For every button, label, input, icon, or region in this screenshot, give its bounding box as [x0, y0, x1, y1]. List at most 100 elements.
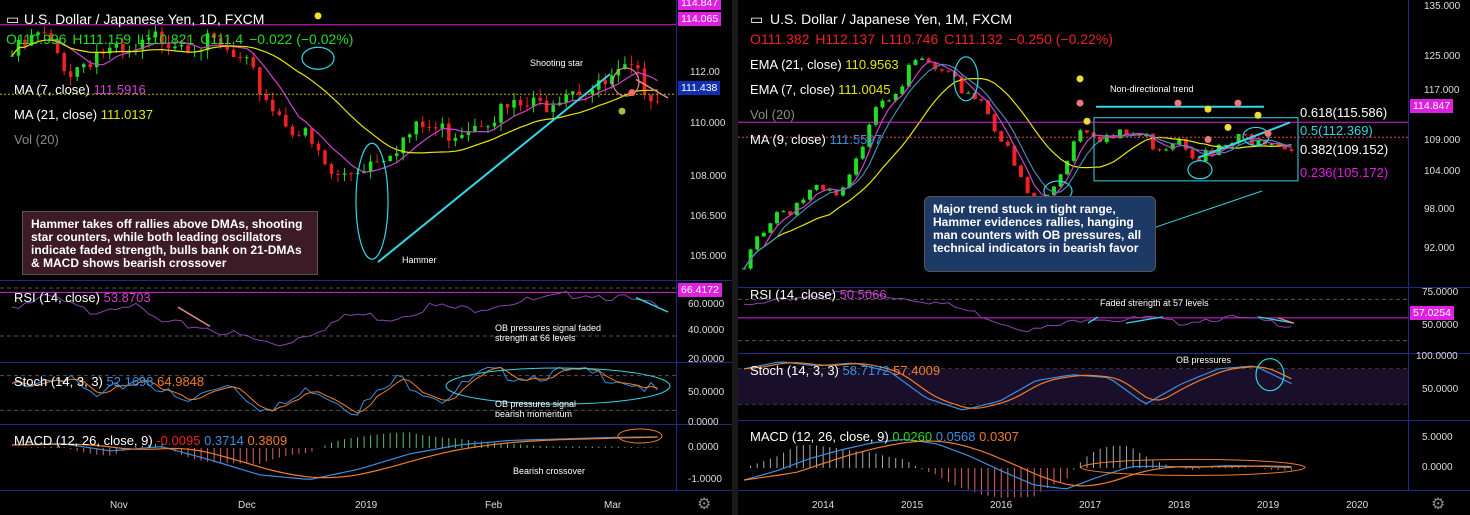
pane-divider [738, 287, 1470, 288]
daily-chart-canvas[interactable] [0, 0, 732, 515]
daily-candle-body [10, 55, 14, 57]
macd-label[interactable]: MACD (12, 26, close, 9) -0.0095 0.3714 0… [14, 433, 287, 449]
pattern-dot [314, 12, 322, 20]
collapse-icon[interactable]: ▭ [6, 11, 20, 27]
rsi-tick: 50.0000 [1422, 320, 1459, 331]
monthly-candle-body [972, 92, 977, 99]
daily-candle-body [577, 91, 581, 95]
monthly-candle-body [742, 268, 746, 270]
daily-candle-body [140, 39, 145, 50]
monthly-candle-body [926, 58, 931, 63]
daily-candle-body [629, 64, 634, 66]
pattern-dot [1083, 117, 1091, 125]
shooting-star-ellipse [612, 67, 640, 97]
daily-candle-body [453, 137, 458, 141]
rsi-tick: 20.0000 [688, 354, 725, 365]
macd-signal-value: 0.3809 [247, 433, 288, 448]
ema7-label[interactable]: EMA (7, close) 111.0045 [750, 82, 890, 98]
chart-panel-monthly[interactable]: ▭ U.S. Dollar / Japanese Yen, 1M, FXCM O… [738, 0, 1470, 515]
monthly-candle-body [986, 100, 991, 115]
daily-candle-body [466, 131, 471, 136]
stoch-label-text: Stoch (14, 3, 3) [750, 363, 839, 378]
volume-label[interactable]: Vol (20) [750, 107, 795, 122]
pattern-highlight-ellipse [953, 56, 979, 102]
monthly-candle-body [834, 189, 839, 196]
daily-candle-body [610, 75, 614, 85]
monthly-candle-body [1276, 144, 1281, 146]
daily-candle-body [238, 57, 242, 59]
ohlc-high: H111.159 [72, 31, 131, 47]
stoch-tick: 0.0000 [688, 417, 719, 428]
ema21-line [743, 77, 1292, 269]
rsi-label[interactable]: RSI (14, close) 50.5066 [750, 287, 887, 303]
stoch-tick: 50.0000 [1422, 384, 1459, 395]
monthly-candle-body [959, 76, 964, 94]
pattern-dot [1234, 99, 1242, 107]
ohlc-high: H112.137 [815, 31, 875, 47]
stoch-d-line [743, 362, 1292, 409]
monthly-candle-body [1223, 144, 1228, 146]
price-tag-current: 111.438 [678, 81, 721, 95]
ma9-label[interactable]: MA (9, close) 111.5597 [750, 132, 882, 148]
price-tick: 104.000 [1424, 166, 1461, 177]
trend-line [377, 73, 611, 263]
macd-tick: 5.0000 [1422, 432, 1453, 443]
macd-line [11, 436, 658, 480]
daily-candle-body [440, 123, 445, 129]
daily-candle-body [258, 67, 262, 94]
monthly-candle-body [1256, 140, 1261, 146]
daily-candle-body [401, 137, 405, 154]
daily-candle-body [297, 135, 301, 137]
ma21-value: 111.0137 [100, 107, 154, 122]
daily-candle-body [277, 111, 282, 115]
daily-candle-body [101, 52, 106, 54]
collapse-icon[interactable]: ▭ [750, 11, 764, 27]
analysis-callout[interactable]: Major trend stuck in tight range, Hammer… [924, 196, 1156, 272]
stoch-annotation-line: OB pressures signal [495, 399, 577, 409]
monthly-chart-canvas[interactable] [738, 0, 1470, 515]
daily-candle-body [329, 164, 334, 174]
rsi-label[interactable]: RSI (14, close) 53.8703 [14, 290, 151, 306]
daily-candle-body [108, 47, 112, 54]
settings-gear-icon[interactable]: ⚙ [697, 496, 712, 513]
ohlc-close: C111.132 [944, 31, 1003, 47]
daily-candle-body [218, 38, 223, 47]
macd-crossover-ellipse [617, 428, 663, 444]
daily-candle-body [49, 33, 53, 40]
macd-label[interactable]: MACD (12, 26, close, 9) 0.0260 0.0568 0.… [750, 429, 1019, 445]
monthly-candle-body [920, 58, 925, 60]
pattern-dot [618, 107, 626, 115]
monthly-candle-body [794, 202, 799, 215]
daily-candle-body [323, 150, 327, 165]
stoch-label[interactable]: Stoch (14, 3, 3) 52.1698 64.9848 [14, 374, 204, 390]
pattern-dot [1264, 129, 1272, 137]
monthly-candle-body [933, 62, 938, 70]
chart-panel-daily[interactable]: ▭ U.S. Dollar / Japanese Yen, 1D, FXCM O… [0, 0, 732, 515]
stoch-d-line [11, 367, 658, 414]
settings-gear-icon[interactable]: ⚙ [1431, 496, 1446, 513]
ma21-label[interactable]: MA (21, close) 111.0137 [14, 107, 153, 123]
ema21-value: 110.9563 [845, 57, 899, 72]
hammer-annotation: Hammer [402, 255, 437, 265]
monthly-candle-body [1005, 141, 1010, 146]
shooting-star-annotation: Shooting star [530, 58, 584, 68]
volume-label[interactable]: Vol (20) [14, 132, 59, 147]
daily-candle-body [531, 97, 536, 107]
stoch-label[interactable]: Stoch (14, 3, 3) 58.7172 57.4009 [750, 363, 940, 379]
macd-tick: -1.0000 [688, 474, 722, 485]
daily-candle-body [42, 32, 47, 34]
daily-candle-body [290, 126, 295, 136]
daily-candle-body [271, 99, 275, 112]
time-tick: 2018 [1168, 500, 1191, 511]
monthly-candle-body [1084, 130, 1089, 133]
analysis-callout[interactable]: Hammer takes off rallies above DMAs, sho… [22, 211, 318, 275]
pane-divider [0, 490, 732, 491]
daily-candle-body [36, 32, 40, 35]
ema21-label[interactable]: EMA (21, close) 110.9563 [750, 57, 899, 73]
ma7-label[interactable]: MA (7, close) 111.5916 [14, 82, 146, 98]
daily-candle-body [649, 94, 653, 102]
stoch-label-text: Stoch (14, 3, 3) [14, 374, 103, 389]
rsi-annotation: Faded strength at 57 levels [1100, 298, 1209, 308]
daily-candle-body [55, 39, 60, 54]
monthly-candle-body [1164, 149, 1169, 151]
